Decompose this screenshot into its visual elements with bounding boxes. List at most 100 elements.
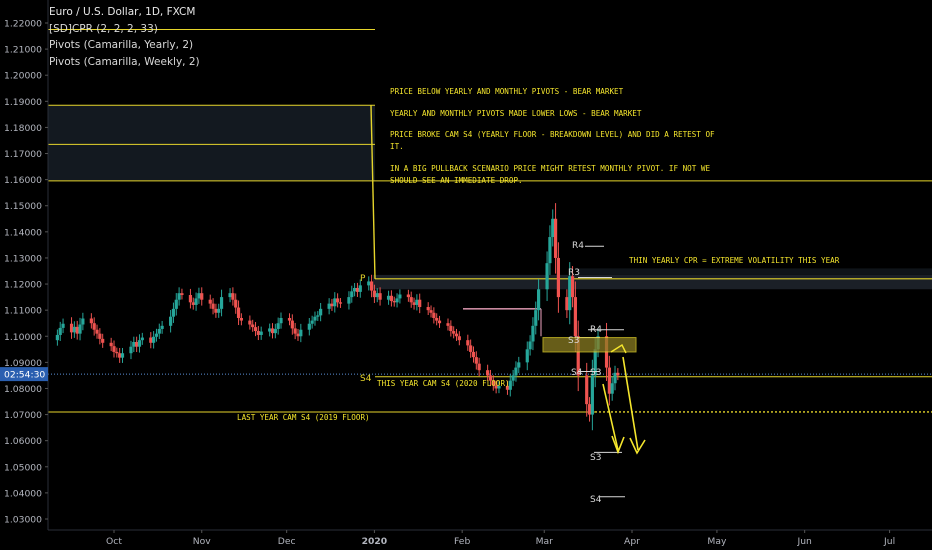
legend-study-yearly-pivots[interactable]: Pivots (Camarilla, Yearly, 2) xyxy=(49,39,194,51)
candle-body xyxy=(471,351,476,358)
pivot-label: P xyxy=(360,274,366,284)
candle-body xyxy=(174,299,178,309)
pivot-label: S3 xyxy=(590,368,601,378)
candle-body xyxy=(494,385,498,389)
candle-body xyxy=(446,323,450,326)
candle-body xyxy=(350,291,354,298)
candle-body xyxy=(534,310,538,326)
y-tick-label: 1.19000 xyxy=(4,97,42,108)
cpr-zone-2019 xyxy=(48,105,375,181)
candle-body xyxy=(517,362,521,368)
candle-body xyxy=(132,342,136,347)
candle-body xyxy=(556,257,561,298)
candle-body xyxy=(194,298,198,305)
candle-body xyxy=(474,357,478,364)
candle-body xyxy=(386,295,391,300)
y-tick-label: 1.15000 xyxy=(4,201,42,212)
candle-body xyxy=(115,351,119,354)
candle-body xyxy=(253,327,258,332)
candle-body xyxy=(112,346,116,352)
candle-body xyxy=(273,328,277,334)
candle-body xyxy=(488,375,493,381)
pivot-label: R4 xyxy=(572,241,584,251)
y-tick-label: 1.06000 xyxy=(4,436,42,447)
y-tick-label: 1.16000 xyxy=(4,175,42,186)
y-tick-label: 1.12000 xyxy=(4,280,42,291)
cpr-zone-2020 xyxy=(373,274,932,290)
candle-body xyxy=(55,334,59,341)
candle-body xyxy=(395,298,399,303)
candle-body xyxy=(435,317,439,321)
candle-body xyxy=(565,297,569,311)
candle-body xyxy=(137,340,142,347)
candle-body xyxy=(327,303,331,309)
price-tag-label: 02:54:30 xyxy=(4,370,45,381)
down-arrow-2 xyxy=(622,356,639,451)
candle-body xyxy=(454,333,459,337)
y-tick-label: 1.04000 xyxy=(4,488,42,499)
candle-body xyxy=(239,317,243,321)
candle-body xyxy=(140,337,144,341)
candle-body xyxy=(587,404,592,415)
candle-body xyxy=(429,310,433,313)
candle-body xyxy=(466,340,470,346)
candle-body xyxy=(508,380,512,390)
annotation-text: IT. xyxy=(390,142,404,151)
candle-body xyxy=(98,333,102,339)
candle-body xyxy=(593,349,597,376)
x-tick-label: Nov xyxy=(193,536,211,547)
candle-body xyxy=(372,290,377,298)
candle-body xyxy=(477,363,481,371)
y-tick-label: 1.18000 xyxy=(4,123,42,134)
candle-body xyxy=(169,316,173,326)
candle-body xyxy=(293,328,297,334)
candle-body xyxy=(491,380,495,386)
candle-body xyxy=(378,293,382,300)
annotation-text: PRICE BROKE CAM S4 (YEARLY FLOOR - BREAK… xyxy=(390,130,715,139)
candle-body xyxy=(72,326,76,333)
candle-body xyxy=(287,317,292,321)
candle-body xyxy=(531,325,535,342)
candle-body xyxy=(367,281,371,286)
candle-body xyxy=(109,342,113,347)
candle-body xyxy=(505,385,510,390)
candle-body xyxy=(188,295,193,303)
x-tick-label: 2020 xyxy=(362,536,388,547)
x-tick-label: May xyxy=(707,536,727,547)
pivot-label: S4 xyxy=(590,495,602,505)
candle-body xyxy=(214,308,218,313)
candle-body xyxy=(118,353,122,358)
candle-body xyxy=(375,293,379,298)
candle-body xyxy=(197,293,201,299)
candle-body xyxy=(135,342,139,347)
candle-body xyxy=(437,320,442,324)
candle-body xyxy=(545,263,549,290)
legend-study-cpr[interactable]: [SD]CPR (2, 2, 2, 33) xyxy=(49,22,158,35)
candle-body xyxy=(313,316,317,321)
candle-body xyxy=(217,308,221,313)
legend-study-weekly-pivots[interactable]: Pivots (Camarilla, Weekly, 2) xyxy=(49,55,200,68)
candle-body xyxy=(573,297,577,337)
candle-body xyxy=(231,293,235,300)
annotation-text: IN A BIG PULLBACK SCENARIO PRICE MIGHT R… xyxy=(390,164,710,173)
candle-body xyxy=(191,302,195,305)
annotation-text: LAST YEAR CAM S4 (2019 FLOOR) xyxy=(237,413,370,422)
candle-body xyxy=(336,298,340,303)
candle-body xyxy=(511,375,515,381)
y-tick-label: 1.21000 xyxy=(4,45,42,56)
y-tick-label: 1.17000 xyxy=(4,149,42,160)
candle-body xyxy=(347,297,351,304)
candle-body xyxy=(398,294,402,299)
y-tick-label: 1.13000 xyxy=(4,253,42,264)
candle-body xyxy=(497,385,501,389)
candle-body xyxy=(290,320,294,329)
legend: Euro / U.S. Dollar, 1D, FXCM [SD]CPR (2,… xyxy=(49,4,200,70)
candle-body xyxy=(296,333,300,337)
down-arrow-2-head xyxy=(629,437,646,455)
candle-body xyxy=(392,301,396,303)
y-tick-label: 1.08000 xyxy=(4,384,42,395)
retest-box xyxy=(542,337,637,353)
candle-body xyxy=(251,324,255,328)
candle-body xyxy=(279,317,283,324)
